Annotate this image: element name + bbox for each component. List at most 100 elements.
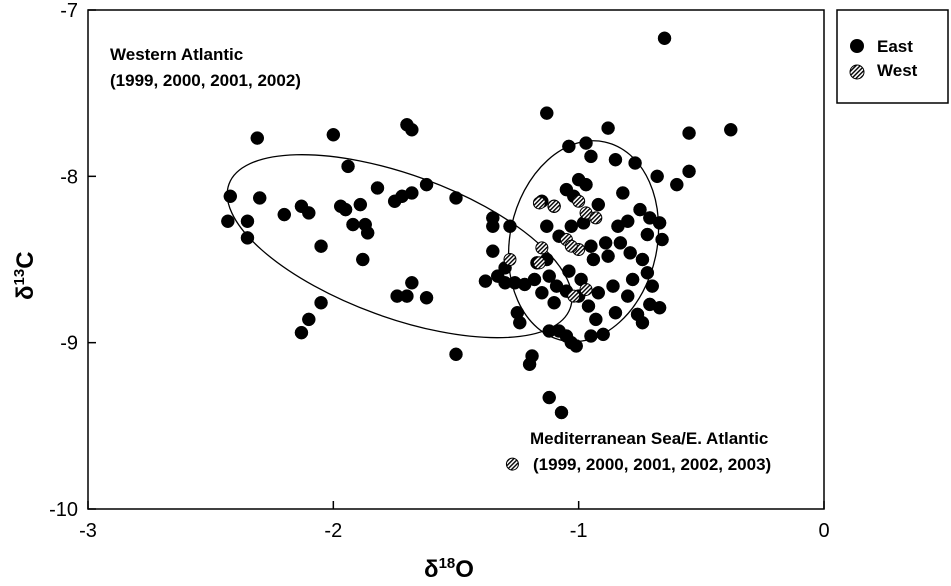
x-axis: -3 -2 -1 0 <box>79 501 830 542</box>
east-point <box>601 121 615 135</box>
legend-marker-west <box>849 64 865 80</box>
east-point <box>240 214 255 228</box>
west-point <box>567 289 581 303</box>
east-point <box>586 252 601 267</box>
east-point <box>314 295 328 310</box>
east-point <box>562 139 576 154</box>
east-point <box>486 219 500 233</box>
east-point <box>584 329 598 343</box>
east-point <box>623 246 637 260</box>
east-point <box>302 312 316 327</box>
east-point <box>370 181 385 195</box>
east-point <box>478 274 493 288</box>
east-point <box>346 217 360 232</box>
east-point <box>591 197 606 212</box>
west-point <box>535 241 549 255</box>
east-point <box>608 152 623 167</box>
east-point <box>581 299 596 313</box>
east-point <box>221 214 235 228</box>
east-point <box>579 177 593 192</box>
east-point <box>326 128 341 142</box>
east-point <box>596 327 610 342</box>
x-axis-title-tail: O <box>455 556 474 583</box>
east-point <box>584 149 598 164</box>
east-point <box>616 186 630 200</box>
east-point <box>640 266 655 280</box>
east-point <box>613 236 628 250</box>
east-point <box>542 390 556 405</box>
east-point <box>341 159 355 174</box>
east-point <box>682 126 696 140</box>
east-point <box>449 347 463 362</box>
y-tick-label: -10 <box>49 499 78 521</box>
legend: East West <box>836 9 949 104</box>
east-point <box>252 191 267 205</box>
east-point <box>223 189 238 204</box>
east-point <box>608 305 623 320</box>
east-point <box>525 349 539 363</box>
east-point <box>562 264 576 278</box>
east-point <box>645 279 660 293</box>
east-point <box>635 315 650 330</box>
east-point <box>542 269 556 283</box>
annotation-western-years: (1999, 2000, 2001, 2002) <box>110 71 301 90</box>
data-points <box>221 31 738 471</box>
east-point <box>277 207 292 222</box>
x-tick-label: -3 <box>79 520 97 542</box>
east-point <box>584 239 598 253</box>
east-point <box>606 279 620 293</box>
west-point <box>564 239 578 253</box>
east-point <box>535 286 549 300</box>
east-point <box>405 186 419 200</box>
east-point <box>650 169 664 184</box>
y-tick-label: -9 <box>60 333 78 355</box>
east-point <box>540 219 554 233</box>
east-point <box>405 123 419 137</box>
y-axis-title-main: δ <box>12 285 39 300</box>
west-point <box>547 199 561 213</box>
east-point <box>540 106 554 120</box>
east-point <box>633 202 647 217</box>
west-point <box>532 256 546 270</box>
x-tick-label: -1 <box>570 520 588 542</box>
annotation-med-years: (1999, 2000, 2001, 2002, 2003) <box>533 455 771 474</box>
legend-label-east: East <box>877 37 913 56</box>
west-point <box>505 457 519 471</box>
east-point <box>554 405 569 420</box>
east-point <box>405 276 419 290</box>
east-point <box>486 244 500 258</box>
x-axis-title: δ18O <box>424 555 474 583</box>
x-tick-label: -2 <box>324 520 342 542</box>
y-tick-label: -8 <box>60 166 78 188</box>
east-point <box>591 286 606 300</box>
east-point <box>670 177 684 192</box>
east-point <box>513 315 527 330</box>
y-axis-title: δ13C <box>11 251 39 300</box>
annotation-med-title: Mediterranean Sea/E. Atlantic <box>530 429 768 448</box>
y-axis-title-sup: 13 <box>11 269 28 286</box>
east-point <box>503 219 517 233</box>
east-point <box>419 177 434 192</box>
y-tick-label: -7 <box>60 0 78 22</box>
east-point <box>564 219 579 233</box>
x-axis-title-main: δ <box>424 556 439 583</box>
east-point <box>724 123 738 137</box>
annotation-western-title: Western Atlantic <box>110 45 243 64</box>
east-point <box>353 197 368 212</box>
east-point <box>360 226 375 240</box>
east-point <box>628 156 642 170</box>
east-point <box>598 236 613 250</box>
legend-marker-east <box>850 39 864 53</box>
east-point <box>250 131 265 145</box>
east-point <box>655 232 669 247</box>
legend-box <box>836 9 949 104</box>
east-point <box>356 252 370 267</box>
east-point <box>625 272 640 287</box>
east-point <box>240 231 255 245</box>
east-point <box>400 289 414 303</box>
east-point <box>589 312 603 327</box>
east-point <box>682 164 696 179</box>
y-axis-title-tail: C <box>12 251 39 268</box>
west-point <box>572 194 586 208</box>
